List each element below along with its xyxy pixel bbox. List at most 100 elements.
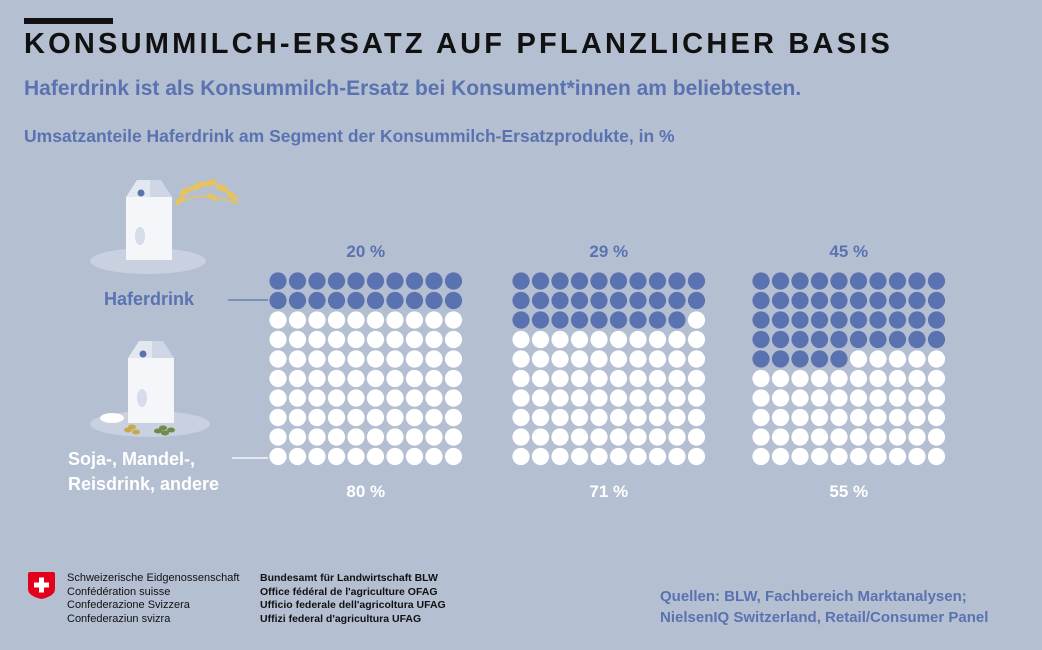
waffle-dot-hafer: [771, 350, 790, 368]
waffle-dot-hafer: [444, 272, 463, 290]
waffle-dot-other: [648, 447, 667, 466]
waffle-dot-other: [347, 311, 365, 329]
waffle-dot-hafer: [629, 272, 647, 290]
waffle-dot-other: [405, 408, 424, 427]
waffle-dot-other: [687, 330, 706, 349]
waffle-dot-hafer: [687, 291, 706, 310]
waffle-dot-other: [590, 369, 608, 388]
waffle-dot-other: [908, 350, 926, 368]
waffle-dot-hafer: [444, 291, 463, 310]
waffle-dot-hafer: [668, 272, 686, 290]
waffle-dot-hafer: [366, 272, 385, 290]
waffle-dot-other: [849, 369, 868, 388]
waffle-dot-other: [531, 428, 550, 446]
waffle-dot-other: [888, 428, 907, 446]
waffle-dot-other: [347, 389, 365, 407]
office-de: Bundesamt für Landwirtschaft BLW: [260, 572, 438, 584]
waffle-dot-hafer: [810, 350, 829, 368]
waffle-dot-other: [425, 389, 443, 407]
waffle-dot-other: [425, 447, 443, 466]
federation-it: Confederazione Svizzera: [67, 599, 190, 611]
waffle-dot-hafer: [810, 291, 829, 310]
chart-subtitle: Umsatzanteile Haferdrink am Segment der …: [24, 126, 675, 146]
waffle-dot-other: [512, 447, 530, 466]
waffle-dot-hafer: [629, 291, 647, 310]
waffle-dot-other: [308, 330, 326, 349]
waffle-dot-other: [752, 428, 770, 446]
waffle-dot-other: [668, 389, 686, 407]
waffle-dot-other: [570, 330, 589, 349]
waffle-dot-hafer: [927, 272, 946, 290]
waffle-dot-hafer: [849, 272, 868, 290]
waffle-dot-other: [269, 428, 287, 446]
waffle-dot-hafer: [590, 272, 608, 290]
waffle-dot-other: [629, 389, 647, 407]
waffle-dot-other: [551, 330, 569, 349]
waffle-dot-hafer: [609, 311, 628, 329]
waffle-dot-hafer: [347, 272, 365, 290]
waffle-dot-other: [849, 389, 868, 407]
waffle-dot-other: [791, 408, 809, 427]
waffle-dot-other: [405, 428, 424, 446]
waffle-dot-other: [512, 350, 530, 368]
waffle-dot-other: [927, 428, 946, 446]
waffle-dot-hafer: [752, 291, 770, 310]
waffle-dot-hafer: [425, 272, 443, 290]
office-it: Ufficio federale dell'agricoltura UFAG: [260, 599, 446, 611]
waffle-dot-hafer: [927, 311, 946, 329]
waffle-dot-other: [830, 428, 848, 446]
waffle-dot-other: [386, 447, 404, 466]
waffle-dot-other: [327, 369, 346, 388]
waffle-dot-other: [629, 350, 647, 368]
waffle-dot-hafer: [810, 330, 829, 349]
waffle-dot-hafer: [810, 311, 829, 329]
waffle-dot-other: [327, 350, 346, 368]
waffle-dot-hafer: [869, 311, 887, 329]
waffle-dot-other: [629, 369, 647, 388]
waffle-dot-hafer: [869, 291, 887, 310]
waffle-dot-other: [687, 389, 706, 407]
waffle-dot-other: [425, 369, 443, 388]
waffle-dot-other: [791, 389, 809, 407]
waffle-dot-other: [570, 428, 589, 446]
waffle-dot-other: [308, 311, 326, 329]
waffle-dot-hafer: [648, 311, 667, 329]
waffle-dot-other: [590, 350, 608, 368]
waffle-dot-other: [629, 428, 647, 446]
waffle-dot-other: [288, 350, 307, 368]
waffle-dot-hafer: [687, 272, 706, 290]
waffle-dot-other: [609, 330, 628, 349]
waffle-dot-other: [308, 428, 326, 446]
waffle-dot-other: [888, 389, 907, 407]
waffle-dot-other: [687, 311, 706, 329]
waffle-dot-other: [444, 350, 463, 368]
waffle-dot-other: [849, 447, 868, 466]
waffle-dot-other: [425, 311, 443, 329]
waffle-dot-other: [366, 369, 385, 388]
waffle-dot-hafer: [648, 272, 667, 290]
waffle-dot-hafer: [830, 291, 848, 310]
label-other-drinks: Soja-, Mandel-, Reisdrink, andere: [68, 447, 219, 497]
waffle-dot-hafer: [590, 311, 608, 329]
waffle-dot-other: [308, 350, 326, 368]
page-subtitle: Haferdrink ist als Konsummilch-Ersatz be…: [24, 77, 802, 100]
waffle-dot-other: [386, 408, 404, 427]
waffle-dot-hafer: [288, 291, 307, 310]
waffle-dot-other: [347, 350, 365, 368]
waffle-dot-other: [551, 408, 569, 427]
waffle-dot-other: [347, 330, 365, 349]
other-drinks-carton-icon: [90, 341, 210, 437]
waffle-dot-other: [405, 447, 424, 466]
waffle-dot-other: [668, 350, 686, 368]
waffle-dot-other: [869, 369, 887, 388]
waffle-dot-other: [810, 447, 829, 466]
waffle-dot-other: [869, 389, 887, 407]
label-haferdrink: Haferdrink: [104, 289, 195, 309]
waffle-dot-other: [771, 408, 790, 427]
waffle-dot-other: [386, 350, 404, 368]
sources-line1: Quellen: BLW, Fachbereich Marktanalysen;: [660, 588, 967, 605]
waffle-dot-other: [366, 447, 385, 466]
waffle-dot-other: [308, 408, 326, 427]
waffle-dot-hafer: [927, 330, 946, 349]
waffle-dot-hafer: [269, 291, 287, 310]
